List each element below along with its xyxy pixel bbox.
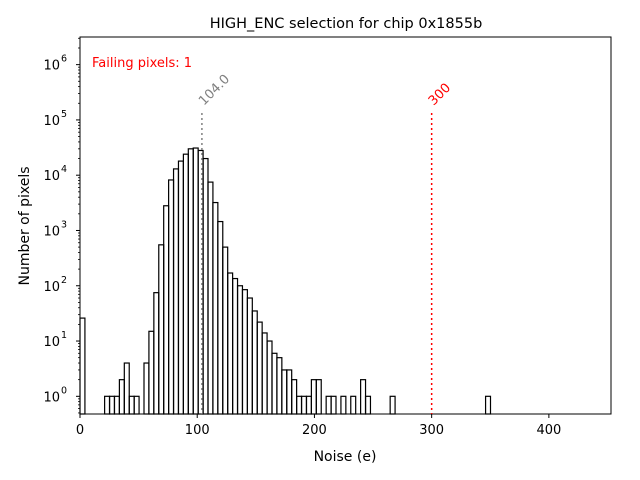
y-tick-label: 10 bbox=[43, 169, 60, 184]
y-tick-label: 10 bbox=[43, 114, 60, 129]
histogram-bars bbox=[0, 147, 640, 480]
x-tick-label: 100 bbox=[185, 423, 210, 438]
x-tick-label: 0 bbox=[76, 423, 84, 438]
below-axis-mask bbox=[0, 415, 640, 480]
x-axis-ticks: 0 100 200 300 400 bbox=[76, 414, 561, 438]
x-tick-label: 400 bbox=[536, 423, 561, 438]
x-tick-label: 300 bbox=[419, 423, 444, 438]
y-tick-exponent: 5 bbox=[61, 109, 67, 120]
x-axis-label: Noise (e) bbox=[314, 449, 377, 465]
y-tick-exponent: 1 bbox=[61, 330, 67, 341]
chart-title: HIGH_ENC selection for chip 0x1855b bbox=[210, 16, 483, 32]
y-tick-label: 10 bbox=[43, 280, 60, 295]
failing-pixels-annotation: Failing pixels: 1 bbox=[92, 56, 192, 71]
y-axis-label: Number of pixels bbox=[17, 166, 33, 285]
y-tick-label: 10 bbox=[43, 224, 60, 239]
y-tick-exponent: 0 bbox=[61, 385, 67, 396]
x-tick-label: 200 bbox=[302, 423, 327, 438]
y-tick-exponent: 4 bbox=[61, 164, 67, 175]
y-tick-label: 10 bbox=[43, 390, 60, 405]
y-tick-exponent: 6 bbox=[61, 54, 67, 65]
y-tick-label: 10 bbox=[43, 335, 60, 350]
y-tick-exponent: 2 bbox=[61, 275, 67, 286]
y-tick-label: 10 bbox=[43, 59, 60, 74]
y-tick-exponent: 3 bbox=[61, 219, 67, 230]
